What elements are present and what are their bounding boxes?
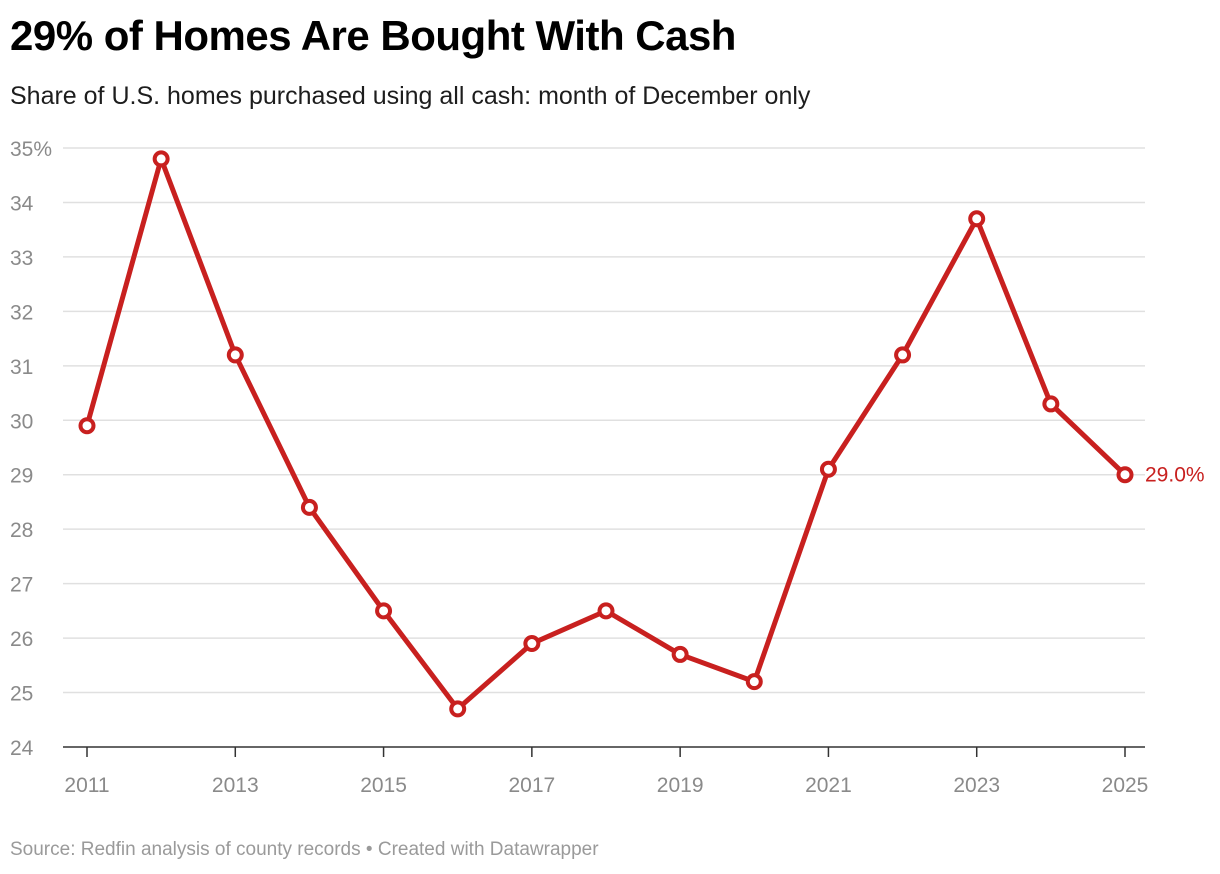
x-axis: 2011 2013 2015 2017 2019 2021 2023 2025	[63, 746, 1149, 797]
y-tick-label: 32	[10, 301, 33, 324]
x-tick-label: 2023	[953, 774, 1000, 797]
x-tick-label: 2019	[657, 774, 704, 797]
data-point	[968, 210, 986, 228]
data-point	[449, 700, 467, 718]
separator-dot: •	[365, 839, 373, 860]
data-labels: 29.0%	[1145, 464, 1205, 487]
x-tick-label: 2021	[805, 774, 852, 797]
y-tick-label: 35%	[10, 138, 52, 161]
y-axis-ticks: 24 25 26 27 28 29 30 31 32 33 34 35%	[10, 138, 52, 760]
y-tick-label: 25	[10, 683, 33, 706]
series-line	[84, 156, 1128, 712]
data-point	[1042, 395, 1060, 413]
data-point	[819, 460, 837, 478]
data-point	[671, 645, 689, 663]
data-point	[745, 673, 763, 691]
y-tick-label: 29	[10, 465, 33, 488]
data-points	[78, 150, 1134, 718]
data-point	[523, 635, 541, 653]
credit-text: Created with Datawrapper	[377, 839, 599, 860]
y-tick-label: 28	[10, 519, 33, 542]
grid-lines	[63, 147, 1145, 694]
y-tick-label: 33	[10, 247, 33, 270]
data-point	[894, 346, 912, 364]
data-point	[597, 602, 615, 620]
series-line-0	[84, 156, 1128, 712]
data-point	[375, 602, 393, 620]
data-point	[1116, 466, 1134, 484]
x-tick-label: 2015	[360, 774, 407, 797]
y-tick-label: 24	[10, 737, 34, 760]
data-point	[300, 498, 318, 516]
data-point	[78, 417, 96, 435]
end-value-label: 29.0%	[1145, 464, 1205, 487]
y-tick-label: 34	[10, 192, 34, 215]
x-tick-label: 2017	[508, 774, 555, 797]
x-tick-label: 2025	[1102, 774, 1149, 797]
y-tick-label: 30	[10, 410, 33, 433]
y-tick-label: 31	[10, 356, 33, 379]
data-point	[152, 150, 170, 168]
x-tick-label: 2011	[64, 774, 109, 797]
y-tick-label: 27	[10, 574, 33, 597]
data-point	[226, 346, 244, 364]
x-tick-label: 2013	[212, 774, 259, 797]
source-note: Source: Redfin analysis of county record…	[10, 839, 599, 861]
y-tick-label: 26	[10, 628, 33, 651]
chart-title: 29% of Homes Are Bought With Cash	[10, 12, 736, 59]
source-text: Source: Redfin analysis of county record…	[10, 839, 361, 860]
chart-subtitle: Share of U.S. homes purchased using all …	[10, 82, 811, 110]
